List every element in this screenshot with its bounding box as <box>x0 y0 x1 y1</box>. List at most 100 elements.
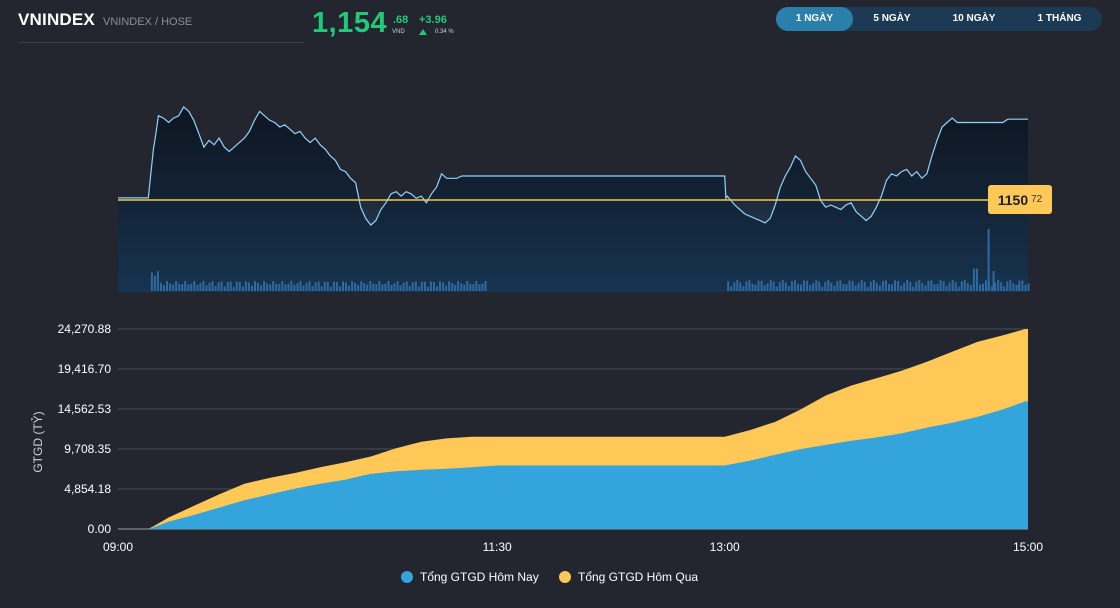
volume-bar <box>211 281 214 291</box>
period-tabs: 1 NGÀY 5 NGÀY 10 NGÀY 1 THÁNG <box>776 7 1102 31</box>
volume-bar <box>948 282 951 291</box>
volume-bar <box>894 280 896 291</box>
volume-bar <box>326 281 329 291</box>
volume-bar <box>1027 283 1030 291</box>
tab-5-days[interactable]: 5 NGÀY <box>873 13 911 24</box>
volume-bar <box>897 281 900 291</box>
x-tick-label: 11:30 <box>483 540 512 554</box>
volume-bar <box>982 283 984 291</box>
volume-bar <box>957 286 960 291</box>
volume-bar <box>987 229 990 291</box>
area-today <box>118 401 1028 529</box>
volume-bar <box>878 285 881 291</box>
volume-bar <box>278 284 281 291</box>
volume-bar <box>457 281 460 291</box>
volume-bar <box>860 280 863 291</box>
volume-bar <box>975 268 978 291</box>
volume-bar <box>1006 281 1009 291</box>
volume-bar <box>930 280 933 291</box>
volume-bar <box>348 285 350 291</box>
volume-bar <box>232 286 235 291</box>
volume-bar <box>881 280 884 291</box>
volume-bar <box>375 284 378 291</box>
volume-bar <box>836 281 839 291</box>
volume-bar <box>451 282 454 291</box>
volume-bar <box>399 285 402 291</box>
volume-bar <box>196 284 199 291</box>
volume-bar <box>205 285 208 291</box>
volume-bar <box>921 283 924 291</box>
volume-bar <box>338 286 341 291</box>
volume-bar <box>827 280 830 291</box>
volume-bar <box>156 271 159 291</box>
volume-bar <box>269 284 272 291</box>
volume-bar <box>381 284 384 291</box>
volume-bar <box>972 268 975 291</box>
volume-bar <box>390 284 393 291</box>
tab-1-month[interactable]: 1 THÁNG <box>1037 13 1082 24</box>
volume-bar <box>217 282 220 291</box>
y-tick-label: 14,562.53 <box>58 402 112 416</box>
price-decimal: .68 <box>393 14 409 26</box>
volume-bar <box>909 281 912 291</box>
volume-bar <box>396 281 399 291</box>
volume-bar <box>420 281 423 291</box>
volume-bar <box>927 280 930 291</box>
volume-bar <box>866 287 869 291</box>
price-value: 1,154 <box>312 7 388 39</box>
volume-bar <box>872 280 875 291</box>
legend-item-today[interactable]: Tổng GTGD Hôm Nay <box>401 570 539 584</box>
volume-bar <box>800 284 802 291</box>
volume-bars <box>150 229 1030 291</box>
tab-1-day[interactable]: 1 NGÀY <box>776 7 853 31</box>
volume-bar <box>863 281 866 291</box>
volume-bar <box>945 285 948 291</box>
volume-bar <box>335 282 338 291</box>
volume-bar <box>815 280 818 291</box>
volume-bar <box>784 282 787 291</box>
volume-bar <box>460 283 463 291</box>
volume-bar <box>193 281 196 291</box>
volume-bar <box>992 271 995 291</box>
volume-bar <box>748 280 751 291</box>
volume-bar <box>739 282 742 291</box>
volume-bar <box>969 285 972 291</box>
volume-bar <box>845 284 848 291</box>
volume-bar <box>985 280 987 291</box>
volume-bar <box>484 281 487 291</box>
volume-bar <box>942 281 945 291</box>
y-axis-title: GTGD (TỶ) <box>30 411 45 472</box>
volume-bar <box>287 283 290 291</box>
volume-bar <box>730 286 733 291</box>
volume-bar <box>272 281 275 291</box>
volume-bar <box>787 286 790 291</box>
volume-bar <box>251 285 253 291</box>
volume-bar <box>1003 286 1006 291</box>
value-chart-axes: 0.00 4,854.18 9,708.35 14,562.53 19,416.70 24… <box>58 322 1044 554</box>
volume-bar <box>797 283 799 291</box>
volume-bar <box>293 284 296 291</box>
volume-bar <box>472 284 475 291</box>
volume-bar <box>208 282 211 291</box>
reference-price-int: 1150 <box>997 191 1029 208</box>
volume-bar <box>247 282 250 291</box>
y-tick-label: 19,416.70 <box>58 362 112 376</box>
chart-legend: Tổng GTGD Hôm Nay Tổng GTGD Hôm Qua <box>0 570 1120 590</box>
price-change-percent: 0.34 % <box>435 29 454 35</box>
volume-bar <box>478 284 481 291</box>
legend-item-yesterday[interactable]: Tổng GTGD Hôm Qua <box>559 570 698 584</box>
volume-bar <box>727 281 730 291</box>
volume-bar <box>888 284 890 291</box>
volume-bar <box>332 281 335 291</box>
volume-bar <box>936 283 939 291</box>
tab-10-days[interactable]: 10 NGÀY <box>952 13 996 24</box>
volume-bar <box>763 285 766 291</box>
value-chart-areas <box>118 329 1028 529</box>
volume-bar <box>290 281 293 291</box>
legend-label-today: Tổng GTGD Hôm Nay <box>420 570 539 584</box>
volume-bar <box>329 286 332 291</box>
volume-bar <box>433 282 435 291</box>
volume-bar <box>436 286 438 291</box>
y-tick-label: 4,854.18 <box>64 482 111 496</box>
